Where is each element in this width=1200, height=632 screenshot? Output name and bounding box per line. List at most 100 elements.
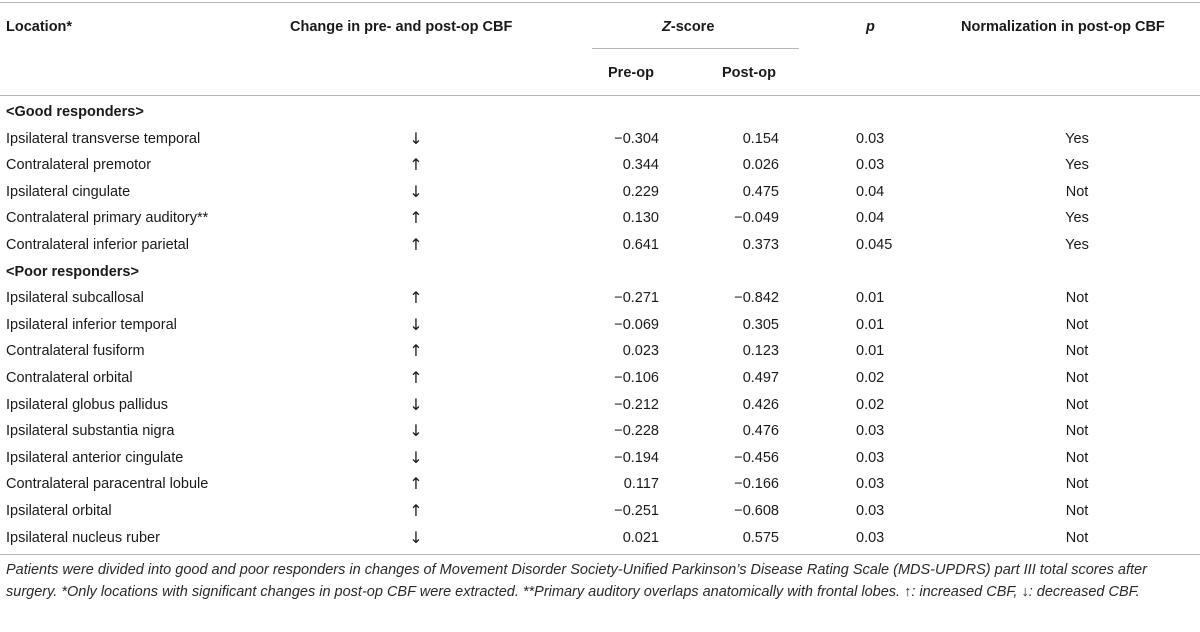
cell-post-op: 0.475 [742,183,779,200]
group-label: <Good responders> [6,104,144,120]
cell-location: Ipsilateral substantia nigra [6,423,175,440]
cell-post-op: 0.426 [742,396,779,413]
cell-location: Ipsilateral orbital [6,503,112,519]
cell-p-value: 0.02 [856,396,885,413]
arrow-up-icon: ↑ [409,368,423,387]
cell-location: Ipsilateral nucleus ruber [6,529,160,546]
normalization-value: Not [1065,370,1089,386]
header-zscore-z: Z [662,19,671,35]
normalization-value: Yes [1065,130,1089,147]
cell-post-op: 0.305 [742,316,779,333]
cell-pre-op: 0.641 [622,237,659,253]
cell-location: Contralateral paracentral lobule [6,476,209,493]
header-post-op: Post-op [722,65,776,81]
normalization-value: Not [1065,290,1089,307]
cell-location: Contralateral orbital [6,370,133,386]
cell-pre-op: −0.304 [614,130,659,147]
normalization-value: Not [1065,343,1089,360]
group-label: <Poor responders> [6,263,139,280]
cell-p-value: 0.04 [856,210,885,227]
cell-post-op: 0.123 [742,343,779,360]
cell-p-value: 0.03 [856,529,885,546]
cell-post-op: −0.049 [734,210,779,227]
arrow-up-icon: ↑ [409,208,423,228]
normalization-value: Not [1065,316,1089,333]
cell-location: Ipsilateral globus pallidus [6,396,169,413]
cell-location: Contralateral fusiform [6,343,145,360]
cell-p-value: 0.01 [856,343,885,360]
normalization-value: Yes [1065,237,1089,253]
cell-p-value: 0.02 [856,370,885,386]
arrow-down-icon: ↓ [409,314,423,334]
cell-location: Ipsilateral subcallosal [6,290,144,307]
header-zscore-suffix: -score [670,19,715,35]
cell-pre-op: −0.251 [614,503,659,519]
normalization-value: Not [1065,529,1089,546]
cell-post-op: −0.166 [734,476,779,493]
cell-pre-op: −0.194 [614,449,659,466]
arrow-down-icon: ↓ [409,181,423,201]
arrow-down-icon: ↓ [409,128,423,148]
cell-post-op: 0.026 [742,157,779,174]
cell-p-value: 0.01 [856,316,885,333]
arrow-up-icon: ↑ [409,235,423,254]
header-change: Change in pre- and post-op CBF [290,19,513,35]
normalization-value: Not [1065,183,1089,200]
cell-post-op: 0.476 [742,423,779,440]
header-normalization: Normalization in post-op CBF [961,19,1165,35]
arrow-down-icon: ↓ [409,447,423,467]
header-pre-op: Pre-op [608,65,654,81]
arrow-up-icon: ↑ [409,288,423,308]
cell-location: Ipsilateral inferior temporal [6,316,177,333]
cell-location: Ipsilateral cingulate [6,183,131,200]
cell-location: Contralateral primary auditory** [6,210,209,227]
table-footnote: Patients were divided into good and poor… [6,562,1147,600]
arrow-up-icon: ↑ [409,341,423,361]
arrow-up-icon: ↑ [409,474,423,494]
cell-p-value: 0.03 [856,423,885,440]
cell-pre-op: 0.021 [622,529,659,546]
cell-pre-op: 0.023 [622,343,659,360]
cell-p-value: 0.045 [856,237,893,253]
normalization-value: Not [1065,476,1089,493]
normalization-value: Yes [1065,210,1089,227]
cell-post-op: −0.608 [734,503,779,519]
cell-p-value: 0.01 [856,290,885,307]
arrow-down-icon: ↓ [409,527,423,547]
cell-post-op: 0.575 [742,529,779,546]
cell-p-value: 0.03 [856,476,885,493]
cell-post-op: 0.154 [742,130,779,147]
normalization-value: Yes [1065,157,1089,174]
table-bottom-rule [0,554,1200,555]
cell-post-op: −0.842 [734,290,779,307]
cell-pre-op: −0.106 [614,370,659,386]
cell-p-value: 0.04 [856,183,885,200]
cell-p-value: 0.03 [856,157,885,174]
header-location: Location* [6,19,73,35]
cell-post-op: 0.373 [742,237,779,253]
cell-pre-op: 0.229 [622,183,659,200]
header-zscore: Z-score [662,18,714,36]
cell-pre-op: −0.271 [614,290,659,307]
cell-p-value: 0.03 [856,503,885,519]
zscore-rule [592,48,799,49]
cell-post-op: −0.456 [734,449,779,466]
arrow-up-icon: ↑ [409,155,423,175]
cell-pre-op: −0.069 [614,316,659,333]
normalization-value: Not [1065,503,1089,519]
header-p: p [866,19,875,35]
cell-pre-op: −0.212 [614,396,659,413]
cell-pre-op: 0.117 [623,476,659,493]
normalization-value: Not [1065,449,1089,466]
cell-pre-op: 0.130 [622,210,659,227]
cell-post-op: 0.497 [742,370,779,386]
cell-location: Contralateral premotor [6,157,152,174]
arrow-down-icon: ↓ [409,394,423,414]
normalization-value: Not [1065,423,1089,440]
cell-location: Contralateral inferior parietal [6,237,189,253]
arrow-up-icon: ↑ [409,501,423,520]
cell-location: Ipsilateral anterior cingulate [6,449,184,466]
header-bottom-rule [0,95,1200,96]
cell-pre-op: 0.344 [622,157,659,174]
